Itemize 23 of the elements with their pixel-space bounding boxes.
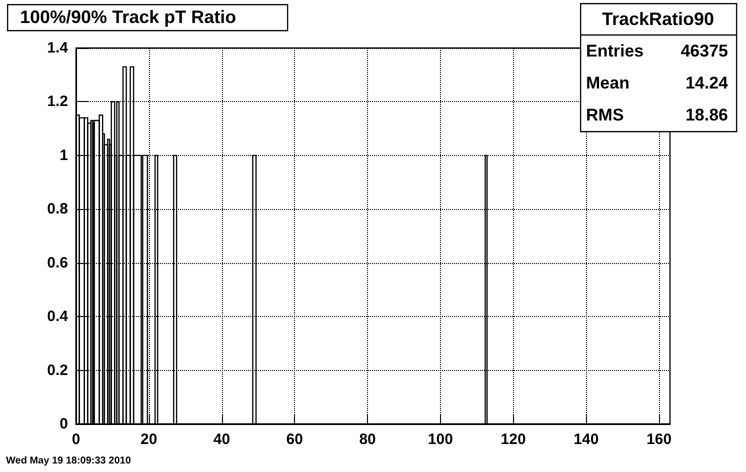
y-tick-label: 1	[60, 146, 68, 164]
chart-title: 100%/90% Track pT Ratio	[20, 7, 236, 27]
y-tick-label: 1.4	[47, 40, 69, 56]
y-tick-label: 0.6	[47, 254, 68, 272]
text: TrackRatio90	[602, 9, 714, 29]
x-tick-label: 140	[574, 431, 599, 448]
y-tick-label: 1.2	[47, 93, 68, 110]
y-tick-label: 0.8	[47, 200, 68, 218]
text: Entries 46375	[586, 42, 728, 60]
y-tick-label: 0	[60, 416, 68, 432]
x-tick-label: 120	[500, 431, 526, 448]
text: RMS 18.86	[586, 106, 728, 124]
x-tick-label: 60	[286, 431, 303, 448]
x-tick-label: 100	[428, 431, 453, 448]
x-tick-label: 160	[646, 431, 672, 448]
x-tick-label: 20	[140, 431, 158, 448]
y-tick-label: 0.4	[47, 308, 69, 326]
text: Mean 14.24	[586, 74, 728, 92]
y-tick-label: 0.2	[47, 362, 68, 379]
x-tick-label: 0	[72, 431, 80, 448]
x-tick-label: 80	[359, 431, 376, 448]
text: Wed May 19 18:09:33 2010	[6, 456, 132, 466]
x-tick-label: 40	[213, 431, 230, 448]
